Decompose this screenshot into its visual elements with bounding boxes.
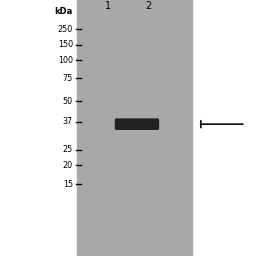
Text: 1: 1 xyxy=(104,1,111,12)
Text: kDa: kDa xyxy=(55,7,73,16)
Text: 100: 100 xyxy=(58,56,73,65)
Text: 50: 50 xyxy=(63,97,73,106)
Text: 25: 25 xyxy=(63,145,73,154)
Text: 75: 75 xyxy=(63,73,73,83)
Text: 2: 2 xyxy=(145,1,152,12)
Bar xyxy=(77,0,192,256)
Text: 150: 150 xyxy=(58,40,73,49)
Text: 20: 20 xyxy=(63,161,73,170)
FancyBboxPatch shape xyxy=(115,119,158,129)
Text: 250: 250 xyxy=(58,25,73,34)
Text: 15: 15 xyxy=(63,180,73,189)
Text: 37: 37 xyxy=(63,117,73,126)
